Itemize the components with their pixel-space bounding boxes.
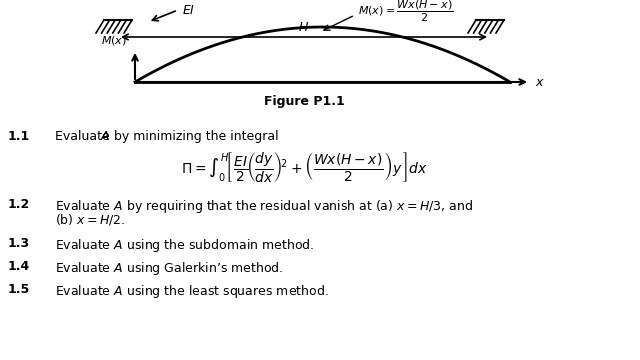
- Text: 1.1: 1.1: [8, 130, 30, 143]
- Text: Evaluate $A$ using the subdomain method.: Evaluate $A$ using the subdomain method.: [55, 237, 314, 254]
- Text: $M(x) = \dfrac{Wx(H-x)}{2}$: $M(x) = \dfrac{Wx(H-x)}{2}$: [358, 0, 453, 24]
- Text: $\Pi = \int_0^H \!\left[\, \dfrac{EI}{2}\!\left(\dfrac{dy}{dx}\right)^{\!2} + \l: $\Pi = \int_0^H \!\left[\, \dfrac{EI}{2}…: [180, 150, 428, 184]
- Text: $H$: $H$: [298, 21, 310, 34]
- Text: Evaluate: Evaluate: [55, 130, 114, 143]
- Text: 1.2: 1.2: [8, 198, 30, 211]
- Text: (b) $x = H/2$.: (b) $x = H/2$.: [55, 212, 125, 227]
- Text: Evaluate $A$ using Galerkin’s method.: Evaluate $A$ using Galerkin’s method.: [55, 260, 284, 277]
- Text: by minimizing the integral: by minimizing the integral: [110, 130, 278, 143]
- Text: Evaluate $A$ by requiring that the residual vanish at (a) $x = H/3$, and: Evaluate $A$ by requiring that the resid…: [55, 198, 473, 215]
- Text: Evaluate $A$ using the least squares method.: Evaluate $A$ using the least squares met…: [55, 283, 329, 300]
- Text: 1.3: 1.3: [8, 237, 30, 250]
- Text: 1.5: 1.5: [8, 283, 30, 296]
- Text: $x$: $x$: [535, 76, 545, 89]
- Text: Figure P1.1: Figure P1.1: [264, 95, 344, 108]
- Text: $M(x)$: $M(x)$: [101, 34, 127, 47]
- Text: $EI$: $EI$: [182, 4, 195, 17]
- Text: 1.4: 1.4: [8, 260, 30, 273]
- Text: $A$: $A$: [100, 130, 110, 143]
